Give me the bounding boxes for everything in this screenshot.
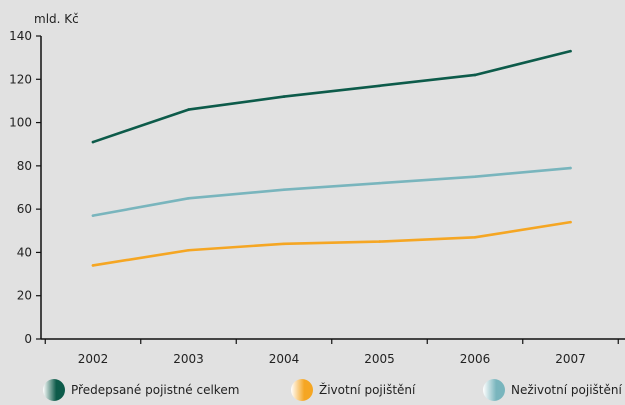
legend-label-3: Neživotní pojištění [511, 383, 622, 397]
data-point-1-2 [187, 108, 190, 111]
series-layer [91, 49, 572, 267]
x-tick-label: 2004 [269, 352, 300, 366]
legend-label-1: Předepsané pojistné celkem [71, 383, 239, 397]
y-tick-label: 40 [17, 245, 32, 259]
x-tick-label: 2006 [460, 352, 491, 366]
legend-item-1: Předepsané pojistné celkem [43, 379, 239, 401]
legend-marker-1 [43, 379, 65, 401]
y-tick-label: 60 [17, 202, 32, 216]
y-tick-label: 20 [17, 289, 32, 303]
data-point-2-5 [473, 235, 477, 239]
x-tick-label: 2007 [555, 352, 586, 366]
y-axis-unit-label: mld. Kč [34, 12, 79, 26]
y-tick-label: 100 [9, 116, 32, 130]
data-point-1-4 [378, 84, 381, 88]
data-point-3-6 [569, 166, 572, 170]
y-axis: 0 20 40 60 80 100 120 140 [9, 29, 42, 346]
legend-marker-2 [291, 379, 313, 401]
legend: Předepsané pojistné celkem Životní pojišt… [43, 379, 622, 401]
data-point-3-4 [378, 181, 381, 185]
data-point-1-3 [282, 95, 286, 98]
x-axis: 2002 2003 2004 2005 2006 2007 [41, 338, 625, 366]
series-line-3 [91, 166, 572, 217]
x-tick-label: 2003 [173, 352, 204, 366]
legend-label-2: Životní pojištění [319, 382, 416, 397]
x-tick-label: 2005 [364, 352, 395, 366]
data-point-3-5 [473, 175, 477, 178]
data-point-2-2 [187, 248, 190, 252]
data-point-2-4 [378, 240, 381, 243]
x-tick-label: 2002 [78, 352, 109, 366]
data-point-1-5 [473, 73, 477, 77]
y-tick-label: 0 [24, 332, 32, 346]
y-tick-label: 80 [17, 159, 32, 173]
data-point-3-1 [91, 214, 95, 217]
data-point-2-3 [282, 242, 286, 246]
series-line-2 [91, 220, 572, 267]
data-point-3-3 [282, 188, 286, 191]
data-point-3-2 [187, 197, 190, 200]
legend-item-3: Neživotní pojištění [483, 379, 622, 401]
legend-item-2: Životní pojištění [291, 379, 416, 401]
legend-marker-3 [483, 379, 505, 401]
y-tick-label: 120 [9, 72, 32, 86]
data-point-1-6 [569, 49, 572, 53]
y-tick-label: 140 [9, 29, 32, 43]
series-line-1 [91, 49, 572, 144]
data-point-2-6 [569, 220, 572, 224]
data-point-1-1 [91, 140, 95, 144]
data-point-2-1 [91, 264, 95, 267]
